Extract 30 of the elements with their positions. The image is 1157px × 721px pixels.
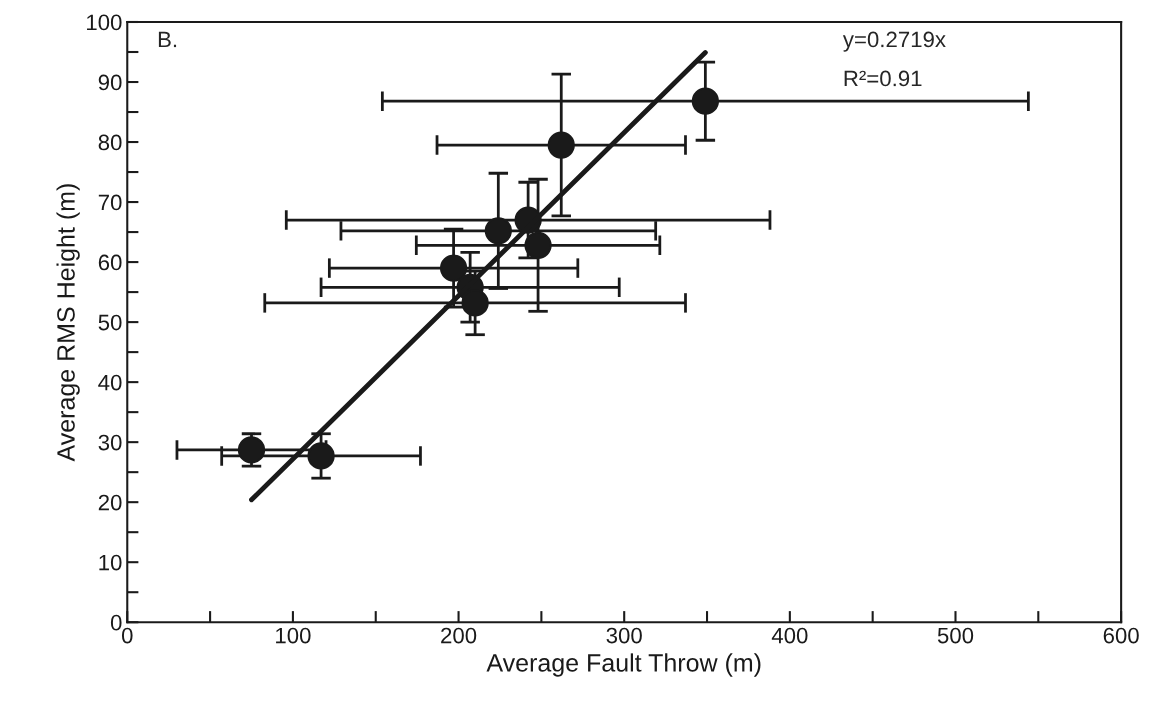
x-tick-label: 100	[276, 627, 311, 644]
x-tick-label: 400	[771, 627, 808, 644]
y-tick-label: 20	[98, 494, 122, 511]
x-tick-label: 200	[441, 627, 477, 644]
y-tick-label: 80	[98, 134, 122, 151]
y-tick-label: 50	[98, 314, 122, 331]
point	[524, 231, 552, 259]
y-tick-label: 60	[98, 254, 122, 271]
annotation: R²=0.91	[844, 70, 922, 87]
x-tick-label: 0	[121, 627, 133, 644]
y-axis-title: Average RMS Height (m)	[56, 184, 80, 462]
point	[307, 442, 335, 470]
point	[439, 254, 468, 282]
y-tick-label: 10	[99, 554, 122, 571]
point	[484, 217, 512, 245]
annotation: y=0.2719x	[842, 31, 946, 52]
y-tick-label: 90	[98, 74, 122, 91]
x-axis-title: Average Fault Throw (m)	[486, 653, 761, 677]
point	[547, 131, 575, 159]
x-tick-label: 500	[937, 627, 974, 644]
y-tick-label: 40	[98, 374, 122, 391]
y-tick-label: 30	[98, 434, 122, 451]
y-tick-label: 70	[98, 194, 122, 211]
y-tick-label: 0	[110, 614, 122, 631]
point	[461, 289, 489, 317]
x-tick-label: 300	[606, 627, 642, 644]
point	[691, 87, 719, 115]
x-tick-label: 600	[1103, 627, 1139, 644]
y-tick-label: 100	[87, 14, 122, 31]
annotation: B.	[158, 31, 177, 48]
